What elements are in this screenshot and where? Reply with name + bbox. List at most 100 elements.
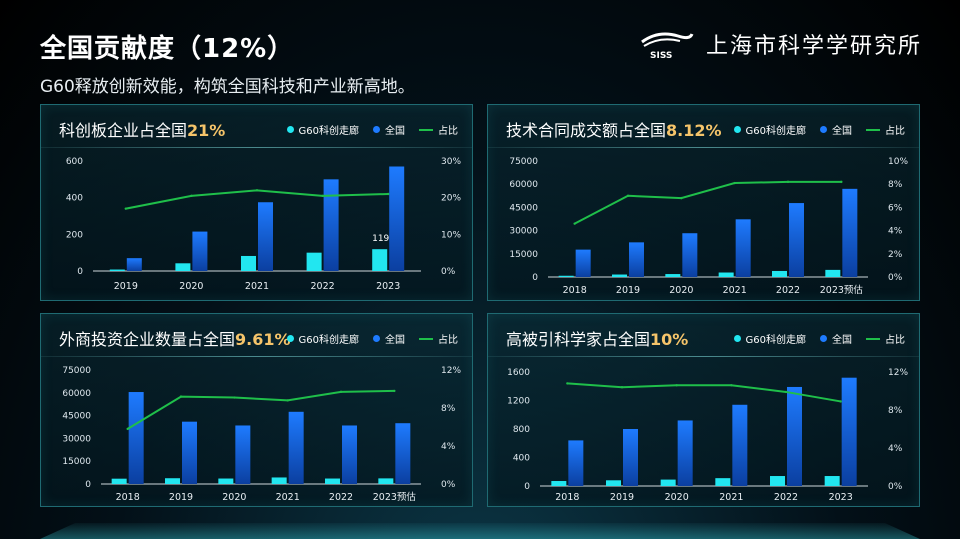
bar-national: [682, 233, 698, 277]
x-tick-label: 2018: [116, 492, 140, 503]
y2-tick-label: 12%: [888, 368, 908, 378]
share-point: [286, 399, 289, 402]
x-tick-label: 2021: [719, 492, 743, 503]
panel-title-value: 8.12%: [666, 121, 722, 140]
bar-g60: [772, 270, 787, 277]
bar-national: [235, 425, 251, 484]
bar-national: [126, 258, 142, 271]
y2-tick-label: 12%: [441, 366, 461, 376]
panel-divider: [488, 147, 919, 148]
bar-national: [568, 440, 584, 486]
share-point: [387, 192, 390, 196]
share-point: [566, 382, 569, 385]
x-tick-label: 2022: [776, 285, 800, 296]
panel-title-text: 技术合同成交额占全国: [506, 121, 667, 140]
x-tick-label: 2023预估: [820, 284, 864, 296]
y-tick-label: 75000: [62, 366, 91, 376]
y2-tick-label: 10%: [888, 157, 908, 167]
chart-plot: 0 15000 30000 45000 60000 75000 0% 2% 4% 6% 8% 10% 2…: [509, 157, 908, 296]
bar-g60: [372, 249, 388, 271]
bar-national: [192, 231, 208, 271]
legend-item-g60: G60科创走廊: [733, 122, 806, 137]
panel-title-text: 外商投资企业数量占全国: [59, 330, 236, 349]
bar-national: [288, 411, 304, 484]
x-tick-label: 2019: [169, 492, 193, 503]
legend-label: 全国: [385, 126, 405, 137]
bar-g60: [111, 478, 127, 484]
share-line: [127, 389, 395, 430]
logo: SISS 上海市科学学研究所: [638, 28, 922, 60]
y2-tick-label: 0%: [888, 273, 903, 283]
y-tick-label: 1200: [507, 397, 530, 407]
bar-g60: [241, 255, 256, 271]
x-tick-label: 2018: [555, 492, 579, 503]
bar-national: [735, 219, 751, 277]
siss-logo-icon: SISS: [641, 32, 694, 60]
bar-national: [389, 166, 405, 271]
bar-g60: [825, 269, 841, 277]
legend-item-g60: G60科创走廊: [286, 122, 359, 137]
legend-label: G60科创走廊: [745, 335, 806, 346]
x-tick-label: 2018: [563, 285, 587, 296]
bar-national: [629, 242, 644, 277]
bar-g60: [770, 476, 785, 486]
share-point: [179, 395, 183, 398]
share-point: [124, 207, 128, 210]
chart-legend: G60科创走廊 全国 占比: [286, 331, 458, 346]
legend-item-national: 全国: [373, 122, 405, 137]
panel-title-text: 科创板企业占全国: [59, 121, 188, 140]
legend-dot-icon: [820, 126, 827, 133]
bar-national: [841, 377, 857, 486]
share-point: [339, 390, 343, 394]
y-tick-label: 200: [66, 230, 83, 240]
y-tick-label: 400: [66, 194, 83, 204]
bar-g60: [325, 478, 340, 484]
bar-g60: [665, 274, 681, 277]
page-subtitle: G60释放创新效能，构筑全国科技和产业新高地。: [40, 77, 415, 97]
legend-label: 占比: [885, 126, 905, 137]
bar-g60: [606, 480, 621, 486]
x-tick-label: 2020: [222, 492, 246, 503]
panel-title: 科创板企业占全国21%: [59, 117, 225, 141]
y2-tick-label: 8%: [888, 180, 903, 190]
bar-g60: [306, 252, 322, 271]
bar-national: [789, 203, 804, 277]
y2-tick-label: 8%: [441, 404, 456, 414]
share-point: [321, 194, 324, 198]
share-point: [786, 180, 790, 184]
legend-label: 全国: [832, 335, 852, 346]
chart-plot: 0 15000 30000 45000 60000 75000 0% 4% 8% 12% 2018 2…: [62, 366, 461, 503]
y2-tick-label: 0%: [441, 480, 456, 490]
share-point: [190, 194, 193, 198]
x-tick-label: 2020: [669, 285, 693, 296]
bar-national: [342, 425, 357, 484]
share-line: [125, 189, 389, 210]
y-tick-label: 75000: [509, 157, 538, 167]
y2-tick-label: 30%: [441, 157, 461, 167]
x-tick-label: 2021: [723, 285, 747, 296]
panel-title-value: 10%: [650, 330, 689, 349]
y-tick-label: 30000: [62, 434, 91, 444]
legend-label: G60科创走廊: [298, 335, 359, 346]
y-tick-label: 800: [513, 425, 530, 435]
bar-g60: [558, 275, 574, 277]
y2-tick-label: 20%: [441, 194, 461, 204]
bar-national: [128, 392, 144, 484]
y-tick-label: 15000: [509, 250, 538, 260]
share-point: [784, 390, 788, 394]
bar-g60: [718, 272, 734, 277]
y2-tick-label: 10%: [441, 230, 461, 240]
legend-dot-icon: [373, 335, 380, 342]
panel-divider: [488, 356, 919, 357]
share-point: [393, 389, 396, 393]
bar-national: [258, 202, 273, 271]
panel-title-value: 9.61%: [235, 330, 291, 349]
share-line: [574, 180, 842, 225]
legend-item-g60: G60科创走廊: [286, 331, 359, 346]
bar-national: [182, 421, 197, 484]
x-tick-label: 2023: [376, 281, 400, 292]
panel-title: 高被引科学家占全国10%: [506, 326, 688, 350]
bar-g60: [165, 478, 180, 484]
y2-tick-label: 4%: [888, 227, 903, 237]
panel-divider: [41, 147, 472, 148]
